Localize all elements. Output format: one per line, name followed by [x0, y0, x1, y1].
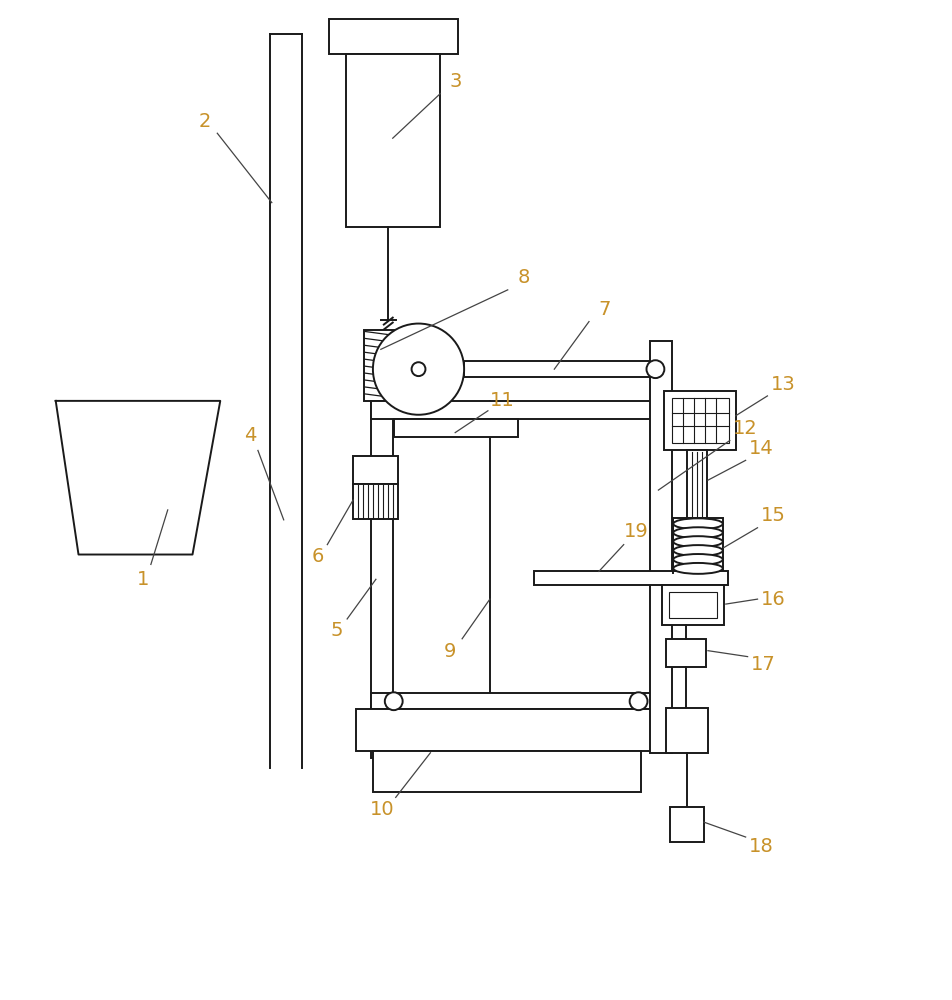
Bar [668, 592, 716, 618]
Text: 1: 1 [136, 570, 149, 589]
Bar [534, 571, 727, 585]
Circle shape [372, 324, 464, 415]
Text: 10: 10 [369, 800, 394, 819]
Text: 11: 11 [489, 391, 514, 410]
Text: 19: 19 [624, 522, 648, 541]
Text: 4: 4 [244, 426, 256, 445]
Bar [370, 401, 658, 419]
Bar [686, 450, 706, 518]
Bar [353, 456, 397, 484]
Bar [393, 419, 517, 437]
Bar [370, 401, 392, 758]
Text: 3: 3 [448, 72, 461, 91]
Text: 2: 2 [198, 112, 210, 131]
Circle shape [629, 692, 646, 710]
Bar [356, 709, 658, 751]
Bar [370, 693, 663, 709]
Bar [664, 391, 735, 450]
Ellipse shape [672, 554, 722, 565]
Ellipse shape [672, 563, 722, 574]
Bar [372, 751, 640, 792]
Bar [665, 639, 705, 667]
Bar [650, 341, 671, 753]
Bar [353, 484, 397, 519]
Ellipse shape [672, 545, 722, 556]
Bar [669, 807, 704, 842]
Text: 9: 9 [444, 642, 456, 661]
Text: 12: 12 [732, 419, 757, 438]
Circle shape [385, 692, 403, 710]
Bar [364, 330, 395, 401]
Bar [672, 518, 722, 573]
Text: 16: 16 [761, 590, 785, 609]
Bar [665, 708, 707, 753]
Text: 14: 14 [748, 439, 773, 458]
Bar [464, 361, 657, 377]
Text: 18: 18 [748, 837, 773, 856]
Bar [346, 54, 440, 227]
Ellipse shape [672, 518, 722, 529]
Bar [329, 19, 458, 54]
Bar [662, 585, 724, 625]
Ellipse shape [672, 536, 722, 547]
Circle shape [645, 360, 664, 378]
Bar [671, 398, 728, 443]
Text: 7: 7 [598, 300, 610, 319]
Ellipse shape [672, 527, 722, 538]
Text: 17: 17 [750, 655, 775, 674]
Text: 15: 15 [760, 506, 785, 525]
Circle shape [411, 362, 425, 376]
Text: 5: 5 [330, 621, 343, 640]
Text: 8: 8 [517, 268, 529, 287]
Text: 13: 13 [770, 375, 795, 394]
Text: 6: 6 [311, 547, 324, 566]
